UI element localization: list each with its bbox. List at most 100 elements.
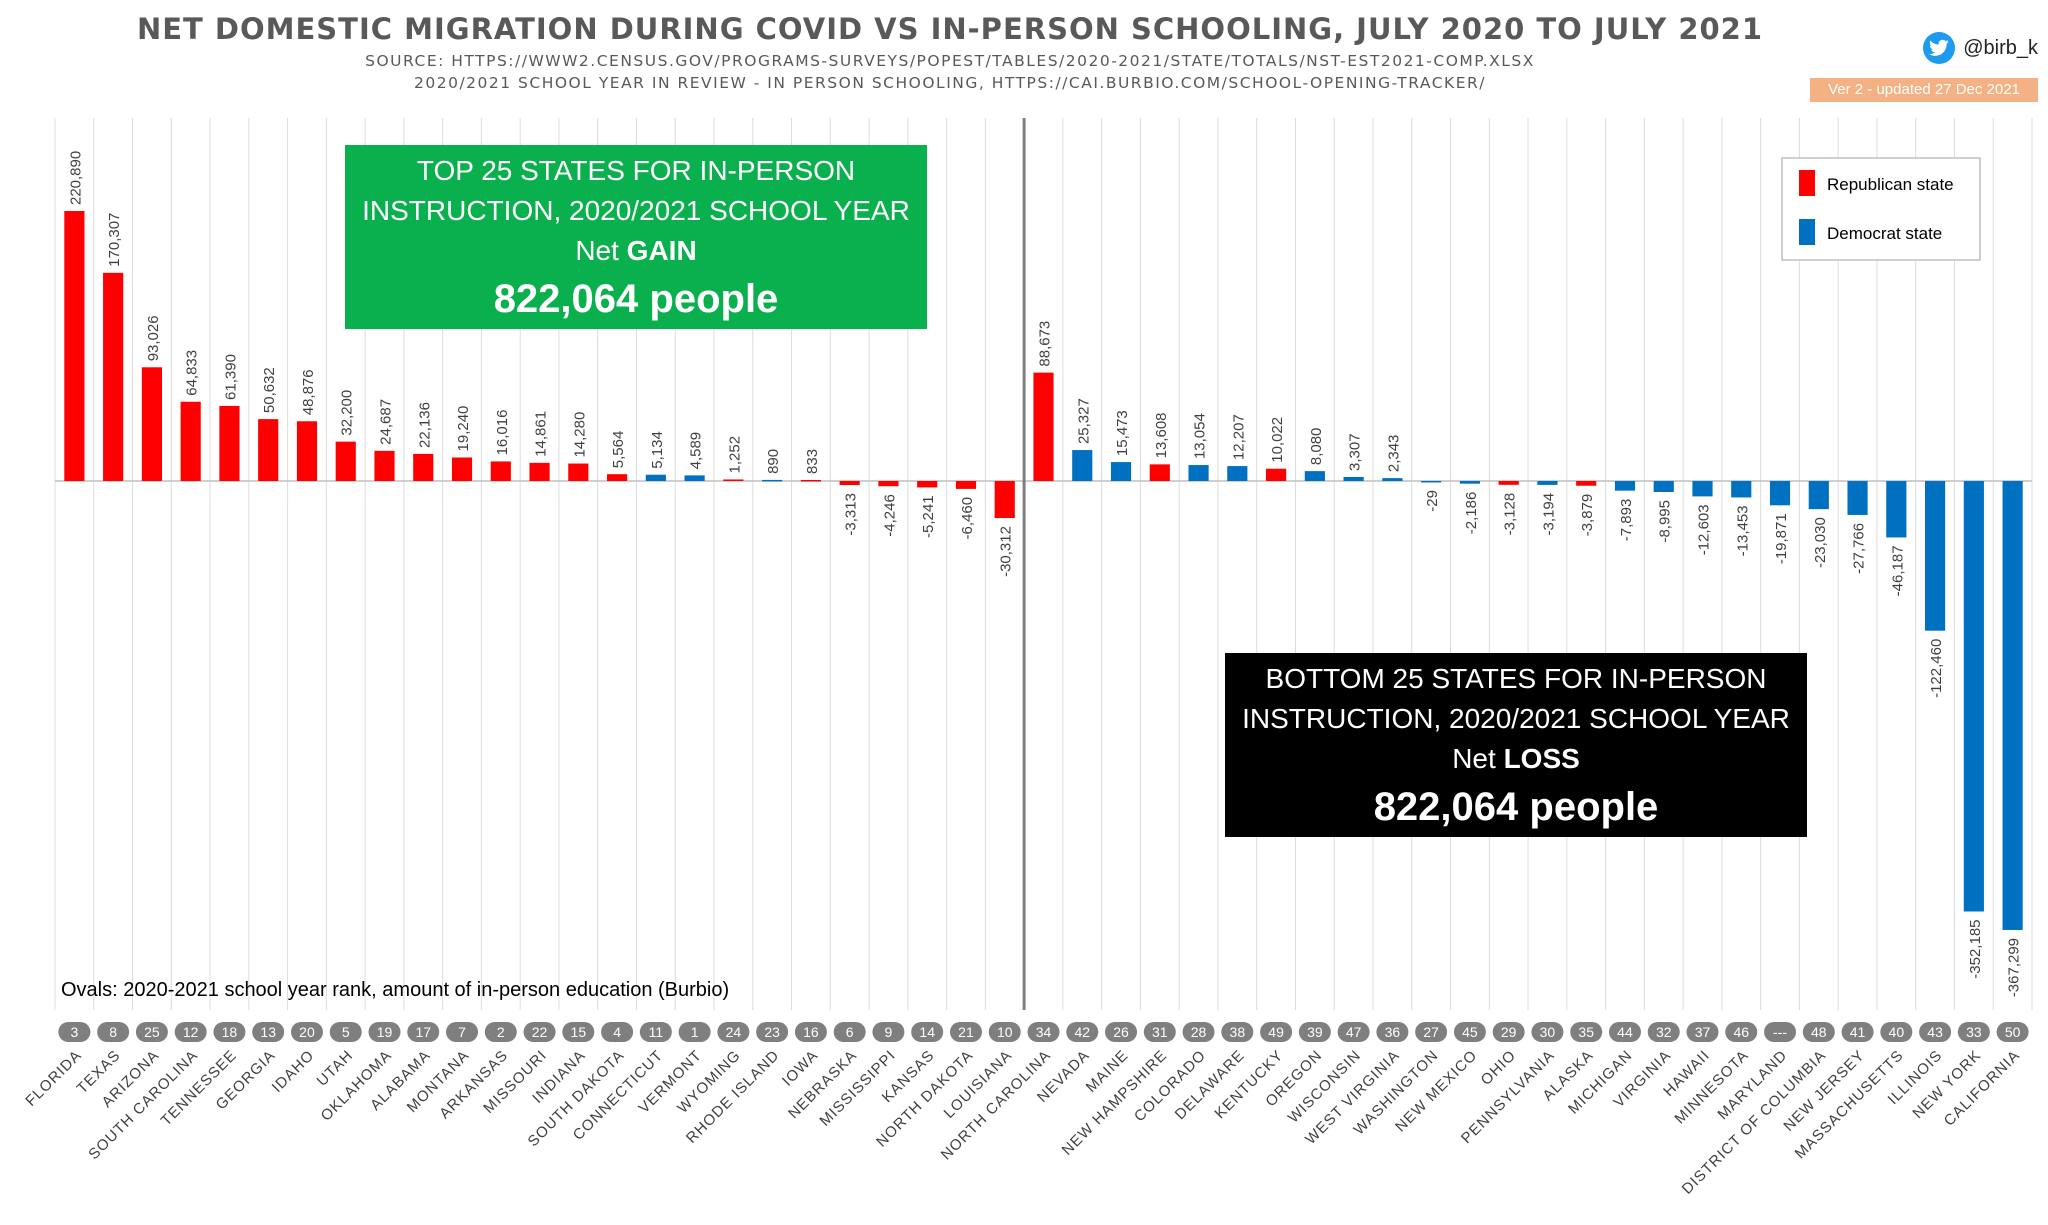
bar-washington	[1421, 481, 1442, 483]
bar-virginia	[1653, 481, 1674, 492]
rank-oval-shape	[1221, 1022, 1254, 1042]
bar-arizona	[141, 367, 162, 481]
bar-nebraska	[839, 481, 860, 486]
rank-oval: 42	[1066, 1022, 1099, 1042]
bar-alabama	[413, 453, 434, 481]
rank-oval-text: 42	[1074, 1024, 1090, 1040]
rank-oval-text: 36	[1385, 1024, 1401, 1040]
bottom-box-total: 822,064 people	[1374, 785, 1659, 829]
legend-swatch-republican	[1799, 170, 1815, 196]
rank-oval: 33	[1957, 1022, 1990, 1042]
version-badge: Ver 2 - updated 27 Dec 2021	[1810, 78, 2038, 102]
bar-kansas	[917, 481, 938, 488]
bar-wisconsin	[1343, 476, 1364, 481]
rank-oval: 26	[1105, 1022, 1138, 1042]
legend-swatch-democrat	[1799, 219, 1815, 245]
rank-oval-shape	[794, 1022, 827, 1042]
rank-oval-shape	[1376, 1022, 1409, 1042]
rank-oval-shape	[1802, 1022, 1835, 1042]
rank-oval-text: 46	[1733, 1024, 1749, 1040]
rank-oval-shape	[1570, 1022, 1603, 1042]
bar-louisiana	[994, 481, 1015, 519]
value-label: 25,327	[1075, 398, 1092, 444]
value-label: 48,876	[300, 369, 317, 415]
value-label: -3,128	[1502, 493, 1519, 536]
rank-oval-shape	[988, 1022, 1021, 1042]
bottom-box-line2: INSTRUCTION, 2020/2021 SCHOOL YEAR	[1242, 703, 1790, 734]
rank-oval-shape	[1453, 1022, 1486, 1042]
rank-oval-shape	[1027, 1022, 1060, 1042]
rank-oval-shape	[446, 1022, 479, 1042]
rank-oval-text: 1	[691, 1024, 699, 1040]
rank-oval: ---	[1764, 1022, 1797, 1042]
rank-oval: 34	[1027, 1022, 1060, 1042]
rank-oval-shape	[1337, 1022, 1370, 1042]
rank-oval-shape	[1531, 1022, 1564, 1042]
bars	[64, 211, 2023, 930]
rank-oval-text: 27	[1423, 1024, 1439, 1040]
rank-oval: 36	[1376, 1022, 1409, 1042]
rank-oval-text: 6	[846, 1024, 854, 1040]
rank-oval-shape	[407, 1022, 440, 1042]
rank-oval-shape	[58, 1022, 91, 1042]
rank-oval: 14	[911, 1022, 944, 1042]
value-label: 220,890	[67, 151, 84, 205]
rank-oval: 13	[252, 1022, 285, 1042]
rank-oval-text: 43	[1927, 1024, 1943, 1040]
value-label: 19,240	[455, 406, 472, 452]
rank-oval-text: 5	[342, 1024, 350, 1040]
category-label: IDAHO	[269, 1047, 318, 1096]
bar-utah	[335, 441, 356, 481]
rank-oval-text: 11	[649, 1024, 664, 1040]
rank-oval-shape	[1841, 1022, 1874, 1042]
rank-oval: 41	[1841, 1022, 1874, 1042]
rank-oval: 5	[329, 1022, 362, 1042]
rank-oval: 21	[949, 1022, 982, 1042]
rank-oval-shape	[756, 1022, 789, 1042]
rank-oval-text: 13	[260, 1024, 276, 1040]
bar-district-of-columbia	[1808, 481, 1829, 510]
rank-oval-text: 40	[1889, 1024, 1905, 1040]
rank-oval-shape	[639, 1022, 672, 1042]
rank-oval: 3	[58, 1022, 91, 1042]
rank-oval: 30	[1531, 1022, 1564, 1042]
value-label: 50,632	[261, 367, 278, 413]
rank-oval-shape	[368, 1022, 401, 1042]
rank-oval-text: 10	[997, 1024, 1013, 1040]
rank-oval-text: 20	[299, 1024, 315, 1040]
rank-oval-shape	[601, 1022, 634, 1042]
bar-nevada	[1072, 450, 1093, 481]
rank-oval-text: 16	[803, 1024, 819, 1040]
bar-indiana	[568, 463, 589, 481]
top-box-net-prefix: Net	[575, 235, 626, 266]
legend-label-republican: Republican state	[1827, 175, 1954, 194]
rank-oval-shape	[1492, 1022, 1525, 1042]
bar-vermont	[684, 475, 705, 481]
bar-california	[2002, 481, 2023, 930]
value-label: -27,766	[1851, 523, 1868, 574]
rank-oval-shape	[1260, 1022, 1293, 1042]
rank-oval-text: 47	[1346, 1024, 1362, 1040]
value-label: -29	[1424, 490, 1441, 512]
rank-oval-shape	[911, 1022, 944, 1042]
bar-wyoming	[723, 479, 744, 481]
rank-oval: 47	[1337, 1022, 1370, 1042]
value-label: 13,054	[1192, 413, 1209, 459]
rank-oval-text: 48	[1811, 1024, 1827, 1040]
value-label: 5,564	[610, 431, 627, 469]
rank-oval: 46	[1725, 1022, 1758, 1042]
bottom-25-box-bg	[1225, 653, 1807, 837]
rank-oval: 9	[872, 1022, 905, 1042]
bar-arkansas	[490, 461, 511, 481]
value-label: 10,022	[1269, 417, 1286, 463]
rank-oval-text: 26	[1113, 1024, 1129, 1040]
rank-oval-text: 28	[1191, 1024, 1207, 1040]
rank-oval-shape	[97, 1022, 130, 1042]
bar-missouri	[529, 462, 550, 481]
rank-oval-text: 9	[885, 1024, 893, 1040]
rank-oval: 50	[1996, 1022, 2029, 1042]
rank-oval-shape	[523, 1022, 556, 1042]
bar-south-dakota	[607, 474, 628, 481]
